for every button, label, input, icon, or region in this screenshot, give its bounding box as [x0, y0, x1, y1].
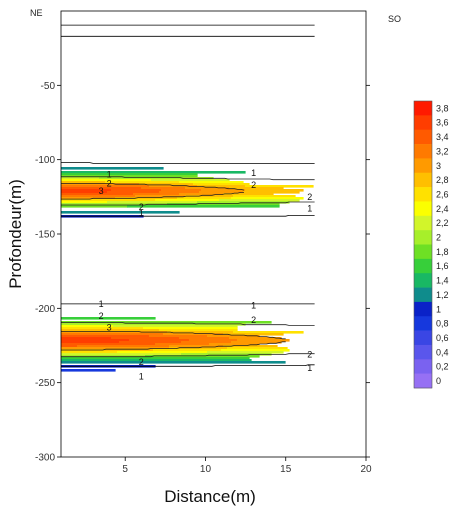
corner-label-left: NE: [30, 8, 43, 18]
contour-label: 1: [251, 168, 256, 178]
contour-line-1: [61, 364, 315, 367]
colorbar-swatch: [414, 301, 432, 317]
y-axis-title: Profondeur(m): [6, 179, 25, 289]
y-axis: -50 -100 -150 -200 -250 -300: [35, 81, 370, 464]
contour-line-2: [61, 353, 315, 358]
colorbar-swatch: [414, 215, 432, 231]
contour-label: 1: [139, 372, 144, 382]
colorbar-swatch: [414, 344, 432, 360]
colorbar-swatch: [414, 287, 432, 303]
colorbar-label: 0,8: [436, 319, 449, 329]
colorbar-label: 1,6: [436, 261, 449, 271]
colorbar-label: 3: [436, 161, 441, 171]
colorbar-label: 2,4: [436, 204, 449, 214]
x-tick-label: 20: [360, 464, 372, 475]
x-axis-title: Distance(m): [164, 487, 256, 506]
colorbar-label: 3,2: [436, 146, 449, 156]
contour-lines: [61, 24, 315, 367]
contour-line-3: [61, 331, 286, 340]
colorbar-label: 1,8: [436, 247, 449, 257]
colorbar-label: 0,4: [436, 347, 449, 357]
contour-label: 3: [107, 323, 112, 333]
contour-label: 1: [139, 208, 144, 218]
colorbar-label: 0,6: [436, 333, 449, 343]
contour-label: 3: [99, 186, 104, 196]
contour-label: 1: [251, 300, 256, 310]
colorbar-swatch: [414, 273, 432, 288]
colorbar-swatch: [414, 330, 432, 346]
contour-label: 2: [307, 192, 312, 202]
colorbar-swatch: [414, 359, 432, 374]
contour-line-3: [61, 192, 244, 200]
colorbar-label: 3,8: [436, 103, 449, 113]
contour-label: 1: [307, 363, 312, 373]
y-tick-label: -300: [35, 453, 55, 464]
colorbar-swatch: [414, 230, 432, 245]
colorbar-label: 2,6: [436, 189, 449, 199]
colorbar-border: [413, 100, 433, 389]
contour-line-1: [61, 162, 315, 164]
contour-label: 2: [139, 357, 144, 367]
contour-label: 2: [99, 311, 104, 321]
colorbar-label: 1: [436, 304, 441, 314]
colorbar-swatch: [414, 201, 432, 217]
contour-label: 1: [107, 170, 112, 180]
colorbar-swatch: [414, 101, 432, 116]
colorbar-swatch: [414, 172, 432, 188]
contour-line-3: [61, 341, 286, 351]
contour-field: [61, 167, 314, 372]
contour-label: 2: [307, 349, 312, 359]
x-axis: 5 10 15 20: [122, 457, 372, 475]
colorbar-label: 3,6: [436, 118, 449, 128]
x-tick-label: 15: [280, 464, 292, 475]
x-tick-label: 10: [200, 464, 212, 475]
colorbar-swatch: [414, 144, 432, 159]
contour-line-2: [61, 176, 315, 181]
colorbar-swatch: [414, 316, 432, 331]
contour-label: 2: [139, 202, 144, 212]
colorbar-legend: 3,8 3,6 3,4 3,2 3 2,8 2,6 2,4 2,2 2 1,8 1,6 1,4 1,2 1 0…: [413, 100, 449, 389]
colorbar-label: 2: [436, 233, 441, 243]
colorbar-swatch: [414, 115, 432, 130]
colorbar-swatch: [414, 373, 432, 389]
y-tick-label: -150: [35, 230, 55, 241]
colorbar-swatch: [414, 244, 432, 260]
contour-line-1: [61, 215, 315, 217]
colorbar-label: 1,2: [436, 290, 449, 300]
colorbar-swatch: [414, 129, 432, 145]
colorbar-swatch: [414, 158, 432, 174]
y-tick-label: -250: [35, 378, 55, 389]
colorbar-swatch: [414, 187, 432, 202]
contour-line-3: [61, 183, 245, 191]
colorbar-label: 3,4: [436, 132, 449, 142]
colorbar-label: 0,2: [436, 362, 449, 372]
contour-line-2: [61, 201, 315, 206]
y-tick-label: -200: [35, 304, 55, 315]
colorbar-label: 1,4: [436, 276, 449, 286]
contour-label: 2: [107, 178, 112, 188]
colorbar-label: 2,2: [436, 218, 449, 228]
colorbar-label: 0: [436, 376, 441, 386]
contour-label: 1: [99, 299, 104, 309]
contour-label: 2: [251, 315, 256, 325]
y-tick-label: -100: [35, 155, 55, 166]
y-tick-label: -50: [41, 81, 56, 92]
contour-line-2: [61, 322, 315, 326]
colorbar-swatch: [414, 258, 432, 274]
contour-label: 1: [307, 204, 312, 214]
colorbar-label: 2,8: [436, 175, 449, 185]
corner-label-right: SO: [388, 14, 401, 24]
x-tick-label: 5: [122, 464, 128, 475]
plot-frame: [60, 10, 367, 458]
contour-label: 2: [251, 180, 256, 190]
